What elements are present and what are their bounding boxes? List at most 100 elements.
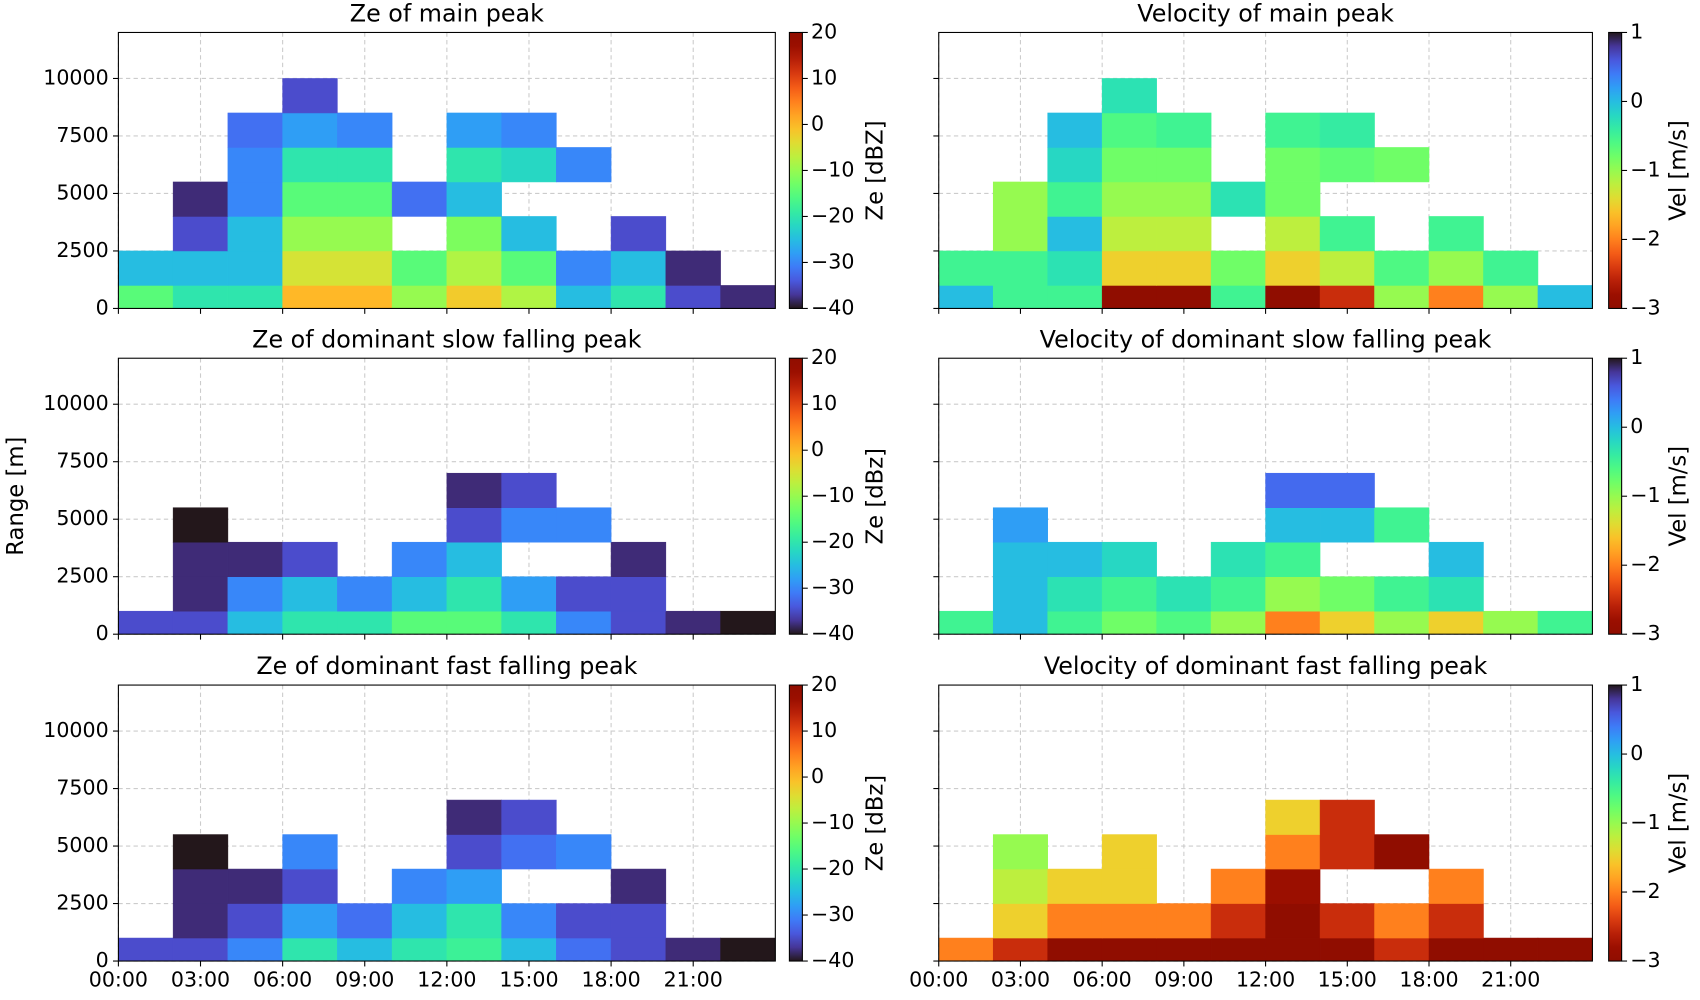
- cell: [1537, 610, 1593, 635]
- colorbar-tick-label: 0: [1630, 88, 1643, 112]
- cell: [337, 112, 393, 148]
- cell: [1428, 868, 1484, 904]
- cell: [1319, 472, 1375, 508]
- cell: [1156, 903, 1212, 939]
- cell: [992, 903, 1048, 939]
- cell: [1101, 216, 1157, 252]
- colorbar: [788, 357, 803, 635]
- cell: [282, 937, 338, 962]
- cell: [446, 937, 502, 962]
- cell: [172, 610, 229, 635]
- colorbar-label: Ze [dBz]: [862, 775, 888, 871]
- cell: [992, 834, 1048, 870]
- y-tick-label: 7500: [56, 123, 108, 147]
- cell: [720, 610, 776, 635]
- cell: [282, 216, 338, 252]
- cell: [1265, 285, 1321, 309]
- colorbar-tick-label: 0: [811, 764, 824, 788]
- cell: [1156, 285, 1212, 309]
- cell: [1265, 903, 1321, 939]
- panel-title: Ze of dominant fast falling peak: [256, 652, 637, 680]
- cell: [172, 937, 229, 962]
- cell: [172, 541, 229, 577]
- cell: [1101, 834, 1157, 870]
- cell: [1374, 507, 1430, 543]
- cell: [227, 937, 283, 962]
- cell: [227, 868, 283, 904]
- colorbar-tick-label: −10: [811, 483, 854, 507]
- y-tick-label: 0: [96, 295, 109, 319]
- y-tick-label: 2500: [56, 891, 108, 915]
- cell: [446, 610, 502, 635]
- cell: [1156, 937, 1212, 962]
- x-tick-label: 15:00: [1318, 968, 1377, 992]
- cell: [1319, 834, 1375, 870]
- cell: [556, 903, 612, 939]
- cell: [1101, 250, 1157, 286]
- colorbar-tick-label: 1: [1630, 672, 1643, 696]
- cell: [501, 799, 557, 835]
- colorbar-tick-label: 0: [811, 111, 824, 135]
- cell: [1265, 216, 1321, 252]
- cell: [118, 250, 174, 286]
- cell: [1047, 937, 1103, 962]
- cell: [1265, 576, 1321, 612]
- cell: [391, 576, 448, 612]
- colorbar-tick-label: 0: [1630, 741, 1643, 765]
- y-tick-label: 0: [96, 621, 109, 645]
- cell: [1047, 541, 1103, 577]
- x-tick-label: 06:00: [1073, 968, 1132, 992]
- y-axis-label: Range [m]: [3, 437, 29, 556]
- cell: [610, 541, 667, 577]
- y-tick-label: 7500: [56, 449, 108, 473]
- panel-title: Velocity of main peak: [1137, 0, 1394, 28]
- y-tick-label: 5000: [56, 833, 108, 857]
- colorbar-label: Ze [dBz]: [862, 448, 888, 544]
- colorbar: [1608, 31, 1623, 309]
- cell: [118, 937, 174, 962]
- cell: [992, 181, 1048, 217]
- cell: [227, 576, 283, 612]
- cell: [1101, 147, 1157, 183]
- cell: [172, 868, 229, 904]
- colorbar-tick-label: −2: [1630, 226, 1660, 250]
- cell: [1265, 181, 1321, 217]
- y-tick-label: 10000: [43, 65, 108, 89]
- cell: [556, 834, 612, 870]
- panel-title: Velocity of dominant fast falling peak: [1044, 652, 1488, 680]
- cell: [1101, 903, 1157, 939]
- cell: [1210, 903, 1266, 939]
- cell: [172, 507, 229, 543]
- cell: [391, 285, 448, 309]
- cell: [172, 216, 229, 252]
- colorbar-tick-label: −3: [1630, 295, 1660, 319]
- colorbar-tick-label: −30: [811, 249, 854, 273]
- colorbar-tick-label: −30: [811, 575, 854, 599]
- x-tick-label: 09:00: [335, 968, 394, 992]
- colorbar-tick-label: −1: [1630, 483, 1660, 507]
- cell: [172, 285, 229, 309]
- cell: [1101, 181, 1157, 217]
- colorbar-tick-label: −40: [811, 948, 854, 972]
- cell: [665, 285, 721, 309]
- cell: [1374, 937, 1430, 962]
- x-tick-label: 00:00: [89, 968, 148, 992]
- cell: [1101, 576, 1157, 612]
- cell: [1047, 216, 1103, 252]
- cell: [992, 285, 1048, 309]
- cell: [1156, 181, 1212, 217]
- cell: [337, 147, 393, 183]
- cell: [1047, 147, 1103, 183]
- cell: [1537, 937, 1593, 962]
- x-tick-label: 00:00: [909, 968, 968, 992]
- cell: [1265, 541, 1321, 577]
- cell: [1101, 112, 1157, 148]
- cell: [992, 507, 1048, 543]
- panel-title: Ze of dominant slow falling peak: [252, 325, 642, 353]
- cell: [1156, 147, 1212, 183]
- cell: [1265, 937, 1321, 962]
- cell: [1319, 216, 1375, 252]
- colorbar-tick-label: −40: [811, 295, 854, 319]
- colorbar-tick-label: −1: [1630, 157, 1660, 181]
